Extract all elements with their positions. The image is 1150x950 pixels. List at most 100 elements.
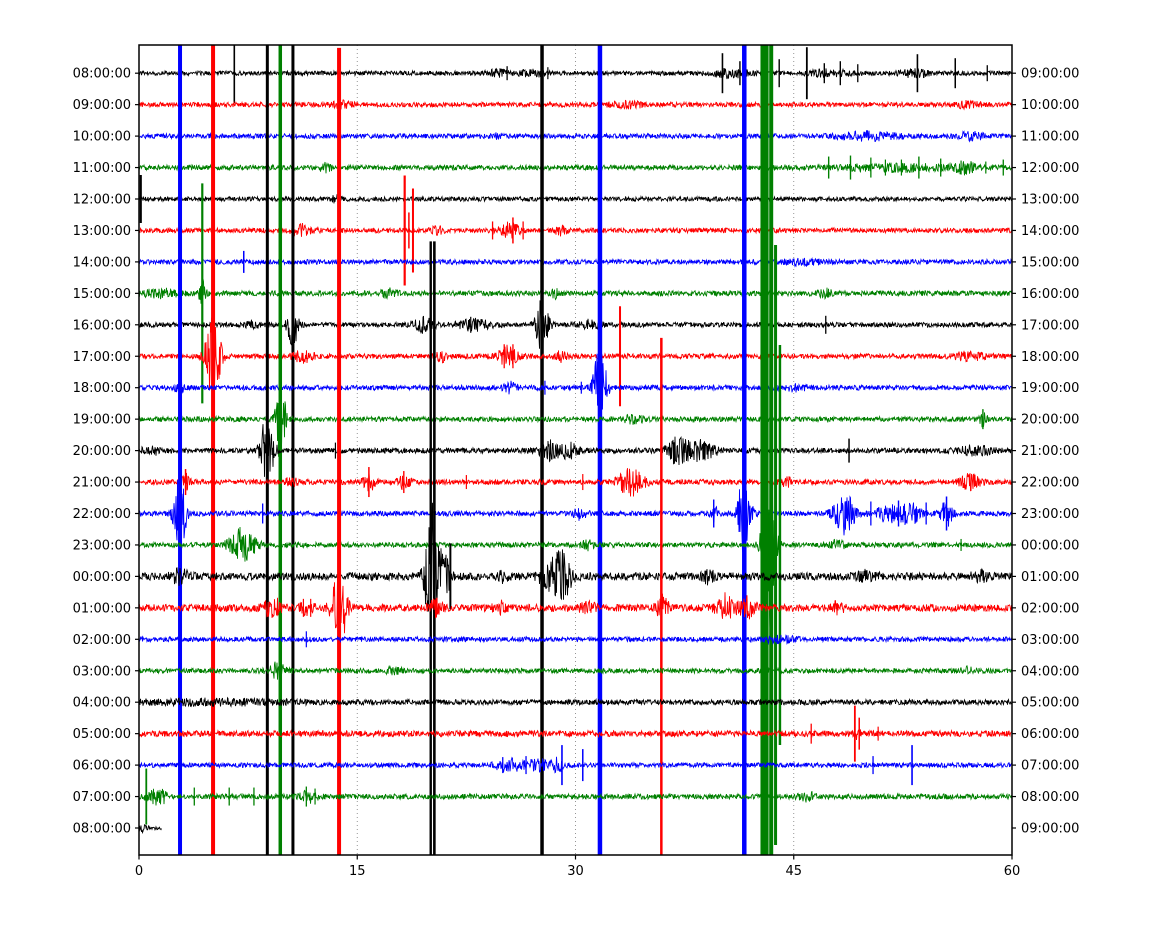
- local-time-label: 15:00:00: [1021, 255, 1079, 270]
- trace-row-21:00:00: [139, 467, 1012, 498]
- utc-time-label: 01:00:00: [73, 601, 131, 616]
- local-time-label: 20:00:00: [1021, 413, 1079, 428]
- trace-row-01:00:00: [139, 47, 1012, 855]
- local-time-label: 23:00:00: [1021, 507, 1079, 522]
- local-time-label: 12:00:00: [1021, 161, 1079, 176]
- trace-row-11:00:00: [139, 155, 1012, 180]
- local-time-label: 08:00:00: [1021, 790, 1079, 805]
- local-time-label: 22:00:00: [1021, 476, 1079, 491]
- trace-row-02:00:00: [139, 631, 1012, 648]
- waveform: [139, 634, 1012, 646]
- waveform: [139, 99, 1012, 111]
- utc-time-label: 07:00:00: [73, 790, 131, 805]
- traces: [139, 45, 1012, 855]
- utc-time-label: 12:00:00: [73, 193, 131, 208]
- trace-row-20:00:00: [139, 45, 1012, 855]
- waveform: [139, 194, 1012, 204]
- x-tick-label: 45: [785, 864, 802, 879]
- trace-row-08:00:00: [139, 823, 162, 835]
- utc-time-label: 21:00:00: [73, 476, 131, 491]
- utc-time-label: 22:00:00: [73, 507, 131, 522]
- local-time-label: 09:00:00: [1021, 822, 1079, 837]
- local-time-label: 19:00:00: [1021, 381, 1079, 396]
- x-tick-label: 15: [349, 864, 366, 879]
- trace-row-09:00:00: [139, 99, 1012, 111]
- trace-row-23:00:00: [139, 45, 1012, 855]
- utc-time-label: 14:00:00: [73, 255, 131, 270]
- trace-row-18:00:00: [139, 45, 1012, 855]
- utc-time-label: 06:00:00: [73, 759, 131, 774]
- waveform: [139, 300, 1012, 350]
- waveform: [139, 257, 1012, 268]
- waveform: [139, 468, 1012, 497]
- utc-time-label: 17:00:00: [73, 350, 131, 365]
- local-time-label: 11:00:00: [1021, 130, 1079, 145]
- x-tick-label: 60: [1004, 864, 1021, 879]
- trace-row-08:00:00: [139, 45, 1012, 104]
- trace-row-00:00:00: [139, 241, 1012, 855]
- waveform: [139, 161, 1012, 176]
- utc-time-label: 18:00:00: [73, 381, 131, 396]
- x-tick-label: 30: [567, 864, 584, 879]
- waveform: [139, 490, 1012, 630]
- local-time-label: 16:00:00: [1021, 287, 1079, 302]
- waveform: [139, 411, 1012, 477]
- y-tick-labels: 08:00:00 09:00:00 09:00:00 10:00:00 10:00:00…: [73, 67, 1080, 837]
- trace-row-14:00:00: [139, 250, 1012, 273]
- waveform: [139, 317, 1012, 391]
- local-time-label: 01:00:00: [1021, 570, 1079, 585]
- waveform: [139, 823, 162, 835]
- trace-row-07:00:00: [139, 768, 1012, 825]
- trace-row-16:00:00: [139, 45, 1012, 855]
- utc-time-label: 03:00:00: [73, 664, 131, 679]
- utc-time-label: 08:00:00: [73, 67, 131, 82]
- local-time-label: 06:00:00: [1021, 727, 1079, 742]
- waveform: [139, 221, 1012, 239]
- local-time-label: 17:00:00: [1021, 318, 1079, 333]
- local-time-label: 00:00:00: [1021, 538, 1079, 553]
- local-time-label: 13:00:00: [1021, 193, 1079, 208]
- trace-row-13:00:00: [139, 175, 1012, 286]
- waveform: [139, 376, 1012, 463]
- utc-time-label: 13:00:00: [73, 224, 131, 239]
- trace-row-19:00:00: [139, 45, 1012, 855]
- waveform: [139, 130, 1012, 143]
- local-time-label: 09:00:00: [1021, 67, 1079, 82]
- utc-time-label: 15:00:00: [73, 287, 131, 302]
- local-time-label: 02:00:00: [1021, 601, 1079, 616]
- utc-time-label: 09:00:00: [73, 98, 131, 113]
- trace-row-12:00:00: [139, 175, 1012, 223]
- local-time-label: 04:00:00: [1021, 664, 1079, 679]
- local-time-label: 03:00:00: [1021, 633, 1079, 648]
- waveform: [139, 67, 1012, 80]
- utc-time-label: 11:00:00: [73, 161, 131, 176]
- waveform: [139, 661, 1012, 680]
- waveform: [139, 696, 1012, 708]
- trace-row-04:00:00: [139, 696, 1012, 708]
- utc-time-label: 05:00:00: [73, 727, 131, 742]
- waveform: [139, 756, 1012, 774]
- local-time-label: 10:00:00: [1021, 98, 1079, 113]
- waveform: [139, 788, 1012, 806]
- trace-row-06:00:00: [139, 745, 1012, 786]
- utc-time-label: 00:00:00: [73, 570, 131, 585]
- utc-time-label: 10:00:00: [73, 130, 131, 145]
- utc-time-label: 23:00:00: [73, 538, 131, 553]
- utc-time-label: 19:00:00: [73, 413, 131, 428]
- trace-row-15:00:00: [139, 183, 1012, 404]
- utc-time-label: 02:00:00: [73, 633, 131, 648]
- utc-time-label: 04:00:00: [73, 696, 131, 711]
- trace-row-03:00:00: [139, 661, 1012, 680]
- waveform: [139, 566, 1012, 634]
- waveform: [139, 278, 1012, 304]
- x-tick-label: 0: [135, 864, 143, 879]
- local-time-label: 18:00:00: [1021, 350, 1079, 365]
- trace-row-05:00:00: [139, 705, 1012, 762]
- local-time-label: 21:00:00: [1021, 444, 1079, 459]
- waveform: [139, 502, 1012, 622]
- utc-time-label: 20:00:00: [73, 444, 131, 459]
- local-time-label: 14:00:00: [1021, 224, 1079, 239]
